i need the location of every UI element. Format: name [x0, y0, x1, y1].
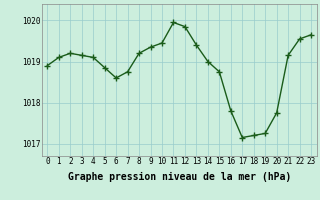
X-axis label: Graphe pression niveau de la mer (hPa): Graphe pression niveau de la mer (hPa) — [68, 172, 291, 182]
